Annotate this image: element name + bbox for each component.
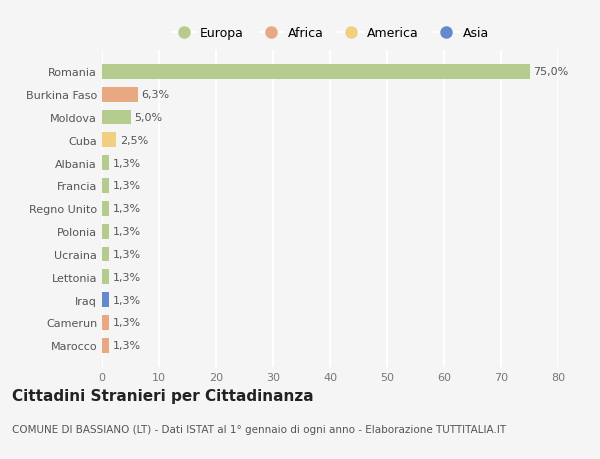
- Text: 1,3%: 1,3%: [113, 158, 141, 168]
- Bar: [102, 202, 109, 216]
- Text: 1,3%: 1,3%: [113, 295, 141, 305]
- Bar: [102, 247, 109, 262]
- Text: 1,3%: 1,3%: [113, 341, 141, 350]
- Bar: [102, 292, 109, 307]
- Bar: [102, 338, 109, 353]
- Bar: [102, 156, 109, 171]
- Text: 1,3%: 1,3%: [113, 272, 141, 282]
- Bar: [102, 270, 109, 285]
- Text: COMUNE DI BASSIANO (LT) - Dati ISTAT al 1° gennaio di ogni anno - Elaborazione T: COMUNE DI BASSIANO (LT) - Dati ISTAT al …: [12, 425, 506, 435]
- Text: 2,5%: 2,5%: [119, 135, 148, 146]
- Bar: [102, 133, 116, 148]
- Text: Cittadini Stranieri per Cittadinanza: Cittadini Stranieri per Cittadinanza: [12, 388, 314, 403]
- Bar: [102, 88, 138, 102]
- Text: 1,3%: 1,3%: [113, 227, 141, 236]
- Text: 1,3%: 1,3%: [113, 204, 141, 214]
- Bar: [102, 65, 530, 80]
- Text: 1,3%: 1,3%: [113, 249, 141, 259]
- Legend: Europa, Africa, America, Asia: Europa, Africa, America, Asia: [166, 22, 494, 45]
- Text: 1,3%: 1,3%: [113, 181, 141, 191]
- Text: 6,3%: 6,3%: [142, 90, 169, 100]
- Text: 5,0%: 5,0%: [134, 113, 162, 123]
- Bar: [102, 224, 109, 239]
- Text: 1,3%: 1,3%: [113, 318, 141, 328]
- Bar: [102, 179, 109, 194]
- Bar: [102, 111, 131, 125]
- Bar: [102, 315, 109, 330]
- Text: 75,0%: 75,0%: [533, 67, 568, 77]
